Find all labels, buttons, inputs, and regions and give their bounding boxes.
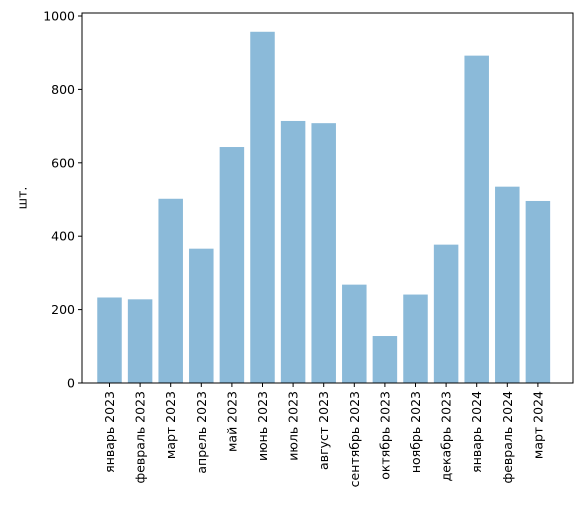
x-tick-label: январь 2023 [102,391,117,473]
x-tick-label: декабрь 2023 [439,391,454,481]
x-tick-label: октябрь 2023 [377,391,392,480]
y-tick-label: 800 [51,82,75,97]
x-tick-label: ноябрь 2023 [408,391,423,473]
y-axis-label: шт. [15,187,30,210]
bar-15 [525,200,551,383]
bar-5 [219,147,245,383]
y-tick-label: 200 [51,302,75,317]
bar-4 [189,248,214,383]
y-tick-label: 400 [51,229,75,244]
bar-14 [495,186,520,383]
y-tick-label: 0 [67,376,75,391]
bar-11 [403,294,428,383]
bar-12 [433,244,459,383]
bar-3 [158,198,183,383]
y-tick-label: 600 [51,155,75,170]
plot-frame [81,12,574,384]
x-axis: январь 2023 февраль 2023 март 2023 апрель 2… [102,383,545,487]
bar-10 [372,336,398,383]
y-axis: 0 200 400 600 800 1000 [43,9,82,391]
x-tick-label: сентябрь 2023 [347,391,362,487]
bar-1 [97,297,122,383]
x-tick-label: июнь 2023 [255,391,270,461]
bar-13 [464,55,489,383]
x-tick-label: февраль 2023 [133,391,148,483]
bars-group [97,31,551,384]
bar-2 [127,299,153,383]
bar-9 [342,284,367,383]
bar-8 [311,123,336,383]
x-tick-label: июль 2023 [286,391,301,461]
x-tick-label: февраль 2024 [500,391,515,484]
x-tick-label: август 2023 [316,391,331,470]
bar-7 [280,120,306,384]
y-tick-label: 1000 [43,9,75,24]
x-tick-label: апрель 2023 [194,391,209,474]
x-tick-label: март 2024 [530,391,545,459]
x-tick-label: май 2023 [224,391,239,452]
x-tick-label: март 2023 [163,391,178,459]
bar-6 [250,31,275,384]
x-tick-label: январь 2024 [469,391,484,473]
